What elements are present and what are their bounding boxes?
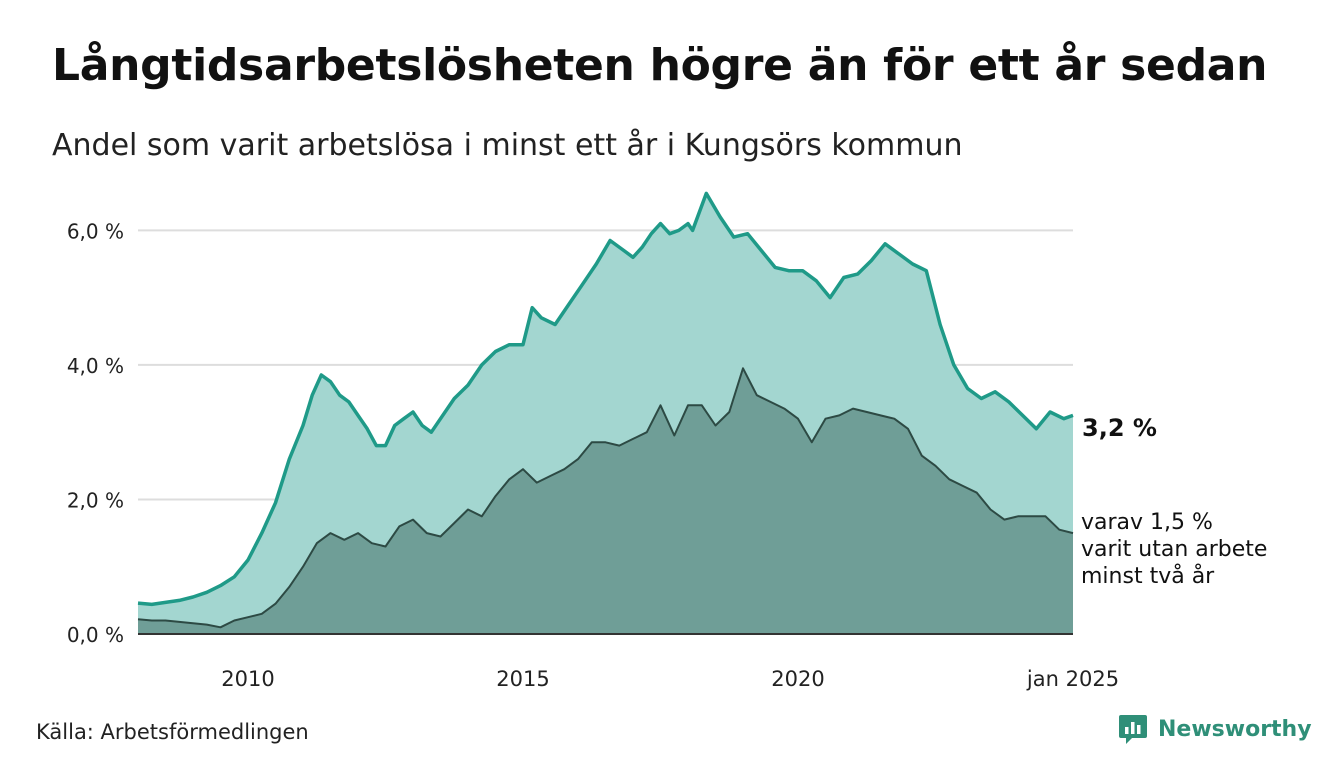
newsworthy-logo-icon	[1119, 715, 1147, 744]
y-tick-label: 2,0 %	[67, 488, 124, 512]
y-tick-label: 0,0 %	[67, 623, 124, 647]
series-1-line	[137, 191, 1074, 607]
brand-name: Newsworthy	[1158, 716, 1312, 742]
series-2-end-label-line: varit utan arbete	[1081, 537, 1267, 562]
x-tick-label: 2010	[221, 667, 274, 691]
y-tick-label: 6,0 %	[67, 219, 124, 243]
series-2-end-label-line: minst två år	[1081, 563, 1215, 589]
x-tick-label: 2020	[771, 667, 824, 691]
chart-areas	[137, 191, 1074, 634]
brand-logo[interactable]: Newsworthy	[1118, 713, 1312, 745]
y-tick-label: 4,0 %	[67, 354, 124, 378]
chart-subtitle: Andel som varit arbetslösa i minst ett å…	[52, 128, 963, 163]
source-note: Källa: Arbetsförmedlingen	[36, 720, 309, 744]
chart-title: Långtidsarbetslösheten högre än för ett …	[52, 40, 1268, 91]
series-2-end-label: varav 1,5 % varit utan arbete minst två år	[1081, 510, 1267, 589]
series-2-line	[137, 367, 1074, 629]
area-chart: 0,0 % 2,0 % 4,0 % 6,0 % 2010 2015 2020 jan 2025…	[67, 191, 1267, 691]
x-tick-label: jan 2025	[1026, 667, 1119, 691]
axes: 0,0 % 2,0 % 4,0 % 6,0 % 2010 2015 2020 jan 2025	[67, 219, 1119, 691]
series-1-end-label: 3,2 %	[1082, 414, 1157, 442]
series-2-area	[138, 368, 1073, 634]
x-tick-label: 2015	[496, 667, 549, 691]
series-2-end-label-line: varav 1,5 %	[1081, 510, 1213, 535]
series-labels: 3,2 % varav 1,5 % varit utan arbete minst t…	[1081, 414, 1267, 589]
